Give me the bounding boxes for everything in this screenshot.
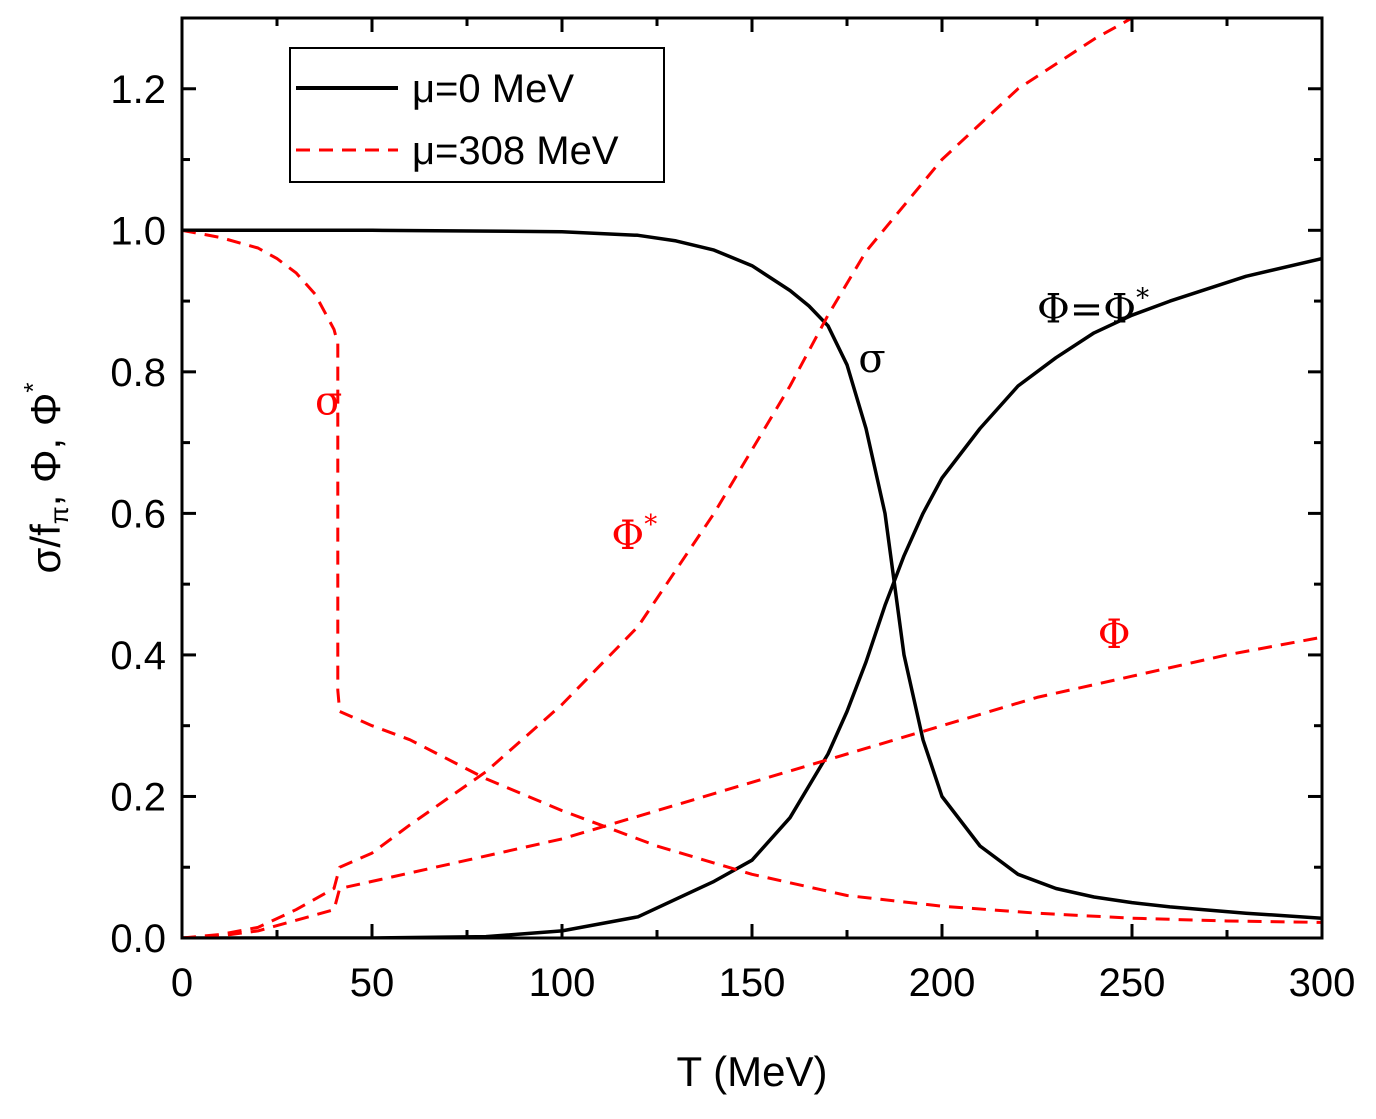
legend-box <box>289 47 665 183</box>
x-tick-label: 0 <box>171 961 193 1005</box>
x-tick-label: 150 <box>719 961 786 1005</box>
y-tick-label: 0.4 <box>110 634 166 678</box>
y-axis-title-sub: π <box>44 506 74 524</box>
y-axis-title-middle: , Φ, Φ <box>22 393 69 507</box>
annotation-sup: * <box>1136 283 1149 313</box>
y-axis-title: σ/fπ, Φ, Φ* <box>18 382 74 573</box>
ticks-layer: 0 50 100 150 200 250 300 0.0 0.2 0.4 0.6 0.8 1.0 1.2 <box>110 16 1356 1005</box>
annotation-phi-eq-black: Φ=Φ* <box>1037 283 1149 332</box>
annotation-phistar-red: Φ* <box>611 510 657 559</box>
series-line-sigma-mu308 <box>182 228 1322 924</box>
y-axis-title-prefix: σ/f <box>22 524 69 574</box>
annotation-sigma-black: σ <box>858 336 885 382</box>
annotation-text: Φ=Φ <box>1037 286 1136 332</box>
annotation-text: Φ <box>611 513 644 559</box>
legend-label-mu0: μ=0 MeV <box>412 67 574 111</box>
series-line-phistar-mu308 <box>182 18 1133 938</box>
y-tick-label: 0.6 <box>110 492 166 536</box>
series-layer <box>182 18 1322 938</box>
series-line-phi-mu308 <box>182 635 1322 938</box>
annotation-text: σ <box>315 378 342 424</box>
x-tick-label: 100 <box>529 961 596 1005</box>
annotation-sup: * <box>644 510 657 540</box>
y-axis-title-sup: * <box>18 382 48 392</box>
series-line-phi-mu0 <box>182 256 1322 938</box>
x-tick-label: 250 <box>1099 961 1166 1005</box>
y-tick-label: 0.2 <box>110 775 166 819</box>
y-tick-label: 1.0 <box>110 209 166 253</box>
annotation-phi-red: Φ <box>1098 612 1131 658</box>
y-tick-label: 0.0 <box>110 917 166 961</box>
x-tick-label: 300 <box>1289 961 1356 1005</box>
annotation-text: Φ <box>1098 612 1131 658</box>
series-line-sigma-mu0 <box>182 228 1322 920</box>
legend-label-mu308: μ=308 MeV <box>412 129 619 173</box>
annotation-sigma-red: σ <box>315 378 342 424</box>
y-tick-label: 0.8 <box>110 351 166 395</box>
annotation-text: σ <box>858 336 885 382</box>
x-axis-title: T (MeV) <box>677 1048 828 1095</box>
annotations-layer: σΦ*ΦσΦ=Φ* <box>315 283 1149 658</box>
legend: μ=0 MeV μ=308 MeV <box>289 47 665 183</box>
y-tick-label: 1.2 <box>110 68 166 112</box>
x-tick-label: 200 <box>909 961 976 1005</box>
x-tick-label: 50 <box>350 961 395 1005</box>
